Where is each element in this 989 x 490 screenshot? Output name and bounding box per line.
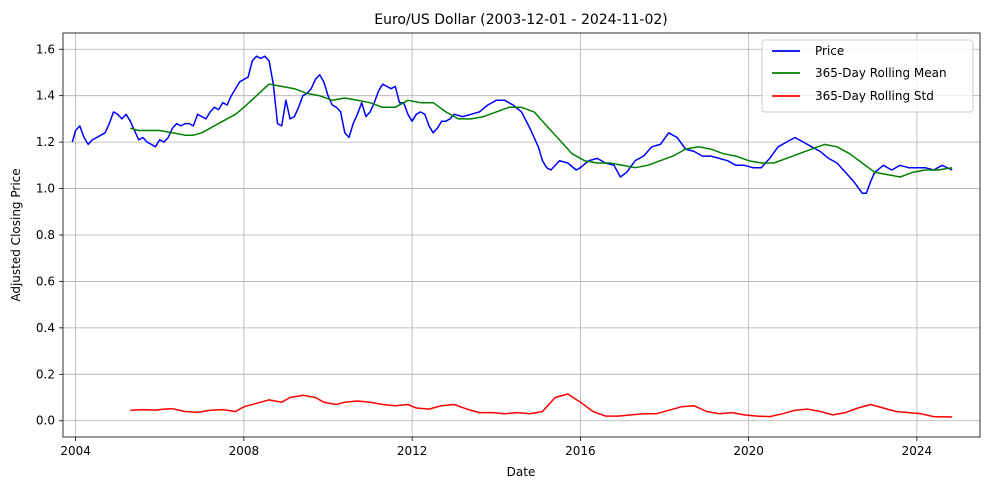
x-tick-label: 2024 [902, 444, 933, 458]
legend-label-rolling-mean: 365-Day Rolling Mean [815, 66, 947, 80]
y-tick-label: 0.8 [36, 228, 55, 242]
grid [63, 33, 980, 437]
series-line-365-day-rolling-std [130, 393, 953, 418]
y-tick-label: 0.6 [36, 274, 55, 288]
legend: Price 365-Day Rolling Mean 365-Day Rolli… [761, 39, 974, 113]
chart-title: Euro/US Dollar (2003-12-01 - 2024-11-02) [374, 12, 668, 28]
x-axis-label: Date [507, 465, 536, 479]
ticks: 2004 2008 2012 2016 2020 2024 0.0 0.2 0.4 0.6 0.8 1… [36, 42, 932, 458]
x-tick-label: 2008 [229, 444, 260, 458]
y-tick-label: 0.0 [36, 414, 55, 428]
x-tick-label: 2004 [60, 444, 91, 458]
series-layer [71, 55, 953, 418]
x-tick-label: 2016 [565, 444, 596, 458]
legend-box [761, 39, 974, 113]
legend-label-price: Price [815, 44, 844, 58]
series-line-price [71, 55, 953, 194]
y-tick-label: 0.2 [36, 367, 55, 381]
y-tick-label: 1.2 [36, 135, 55, 149]
y-tick-label: 0.4 [36, 321, 55, 335]
y-tick-label: 1.4 [36, 89, 55, 103]
y-axis-label: Adjusted Closing Price [9, 168, 23, 301]
series-line-365-day-rolling-mean [130, 83, 953, 178]
y-tick-label: 1.6 [36, 42, 55, 56]
x-tick-label: 2012 [397, 444, 428, 458]
x-tick-label: 2020 [733, 444, 764, 458]
y-tick-label: 1.0 [36, 182, 55, 196]
legend-label-rolling-std: 365-Day Rolling Std [815, 89, 934, 103]
